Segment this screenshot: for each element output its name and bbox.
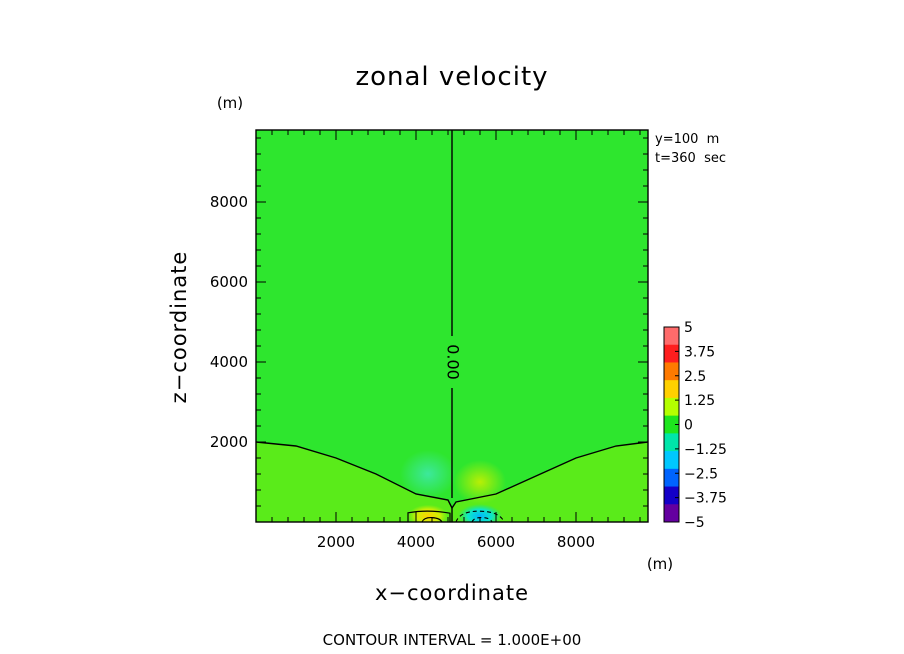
colorbar-segment [664, 380, 679, 399]
colorbar-tick-label: 2.5 [684, 369, 706, 385]
y-tick-label: 4000 [210, 353, 248, 371]
velocity-feature-1 [454, 460, 506, 504]
colorbar-segment [664, 468, 679, 488]
annotation-y-position: y=100 m [655, 132, 719, 147]
positive-contour-loop [407, 510, 451, 522]
contour-interval-footer: CONTOUR INTERVAL = 1.000E+00 [323, 631, 582, 649]
colorbar-tick-label: 0 [684, 418, 693, 434]
y-tick-label: 6000 [210, 273, 248, 291]
colorbar-segment [664, 397, 679, 417]
colorbar-tick-label: −2.5 [684, 466, 718, 482]
x-tick-label: 8000 [557, 533, 595, 551]
colorbar-tick-label: 1.25 [684, 393, 715, 409]
colorbar-tick-label: −3.75 [684, 491, 727, 507]
colorbar-segment [664, 433, 679, 452]
x-axis-label: x−coordinate [375, 581, 529, 605]
y-axis-label: z−coordinate [167, 251, 191, 404]
plot-area: 0.00 [256, 130, 648, 522]
x-tick-label: 6000 [477, 533, 515, 551]
colorbar-segment [664, 415, 679, 434]
axes: 2000 4000 6000 8000 2000 4000 6000 8000 [210, 129, 649, 551]
colorbar-segment [664, 327, 679, 346]
x-axis-unit: (m) [647, 555, 673, 573]
velocity-feature-2 [408, 504, 448, 522]
colorbar-segment [664, 486, 679, 505]
lower-positive-region [256, 442, 648, 522]
y-tick-label: 2000 [210, 433, 248, 451]
chart-title: zonal velocity [355, 62, 548, 92]
negative-contour-loop [455, 510, 505, 522]
colorbar-tick-label: −5 [684, 515, 705, 531]
contour-label: 0.00 [444, 344, 463, 380]
negative-inner-contour [471, 517, 493, 522]
colorbar-tick-label: −1.25 [684, 442, 727, 458]
colorbar-segment [664, 504, 679, 523]
colorbar: 5 3.75 2.5 1.25 0 −1.25 −2.5 −3.75 −5 [663, 320, 727, 531]
velocity-feature-3 [458, 504, 502, 522]
plot-clip-group [256, 130, 648, 522]
y-tick-label: 8000 [210, 193, 248, 211]
y-axis-unit: (m) [217, 94, 243, 112]
x-tick-label: 4000 [397, 533, 435, 551]
x-tick-label: 2000 [317, 533, 355, 551]
colorbar-segment [664, 362, 679, 381]
annotation-time: t=360 sec [655, 151, 726, 166]
velocity-feature-0 [400, 450, 456, 498]
colorbar-tick-label: 5 [684, 320, 693, 336]
colorbar-segment [664, 344, 679, 363]
colorbar-tick-label: 3.75 [684, 344, 715, 360]
plot-frame [255, 129, 649, 523]
colorbar-segment [664, 451, 679, 470]
